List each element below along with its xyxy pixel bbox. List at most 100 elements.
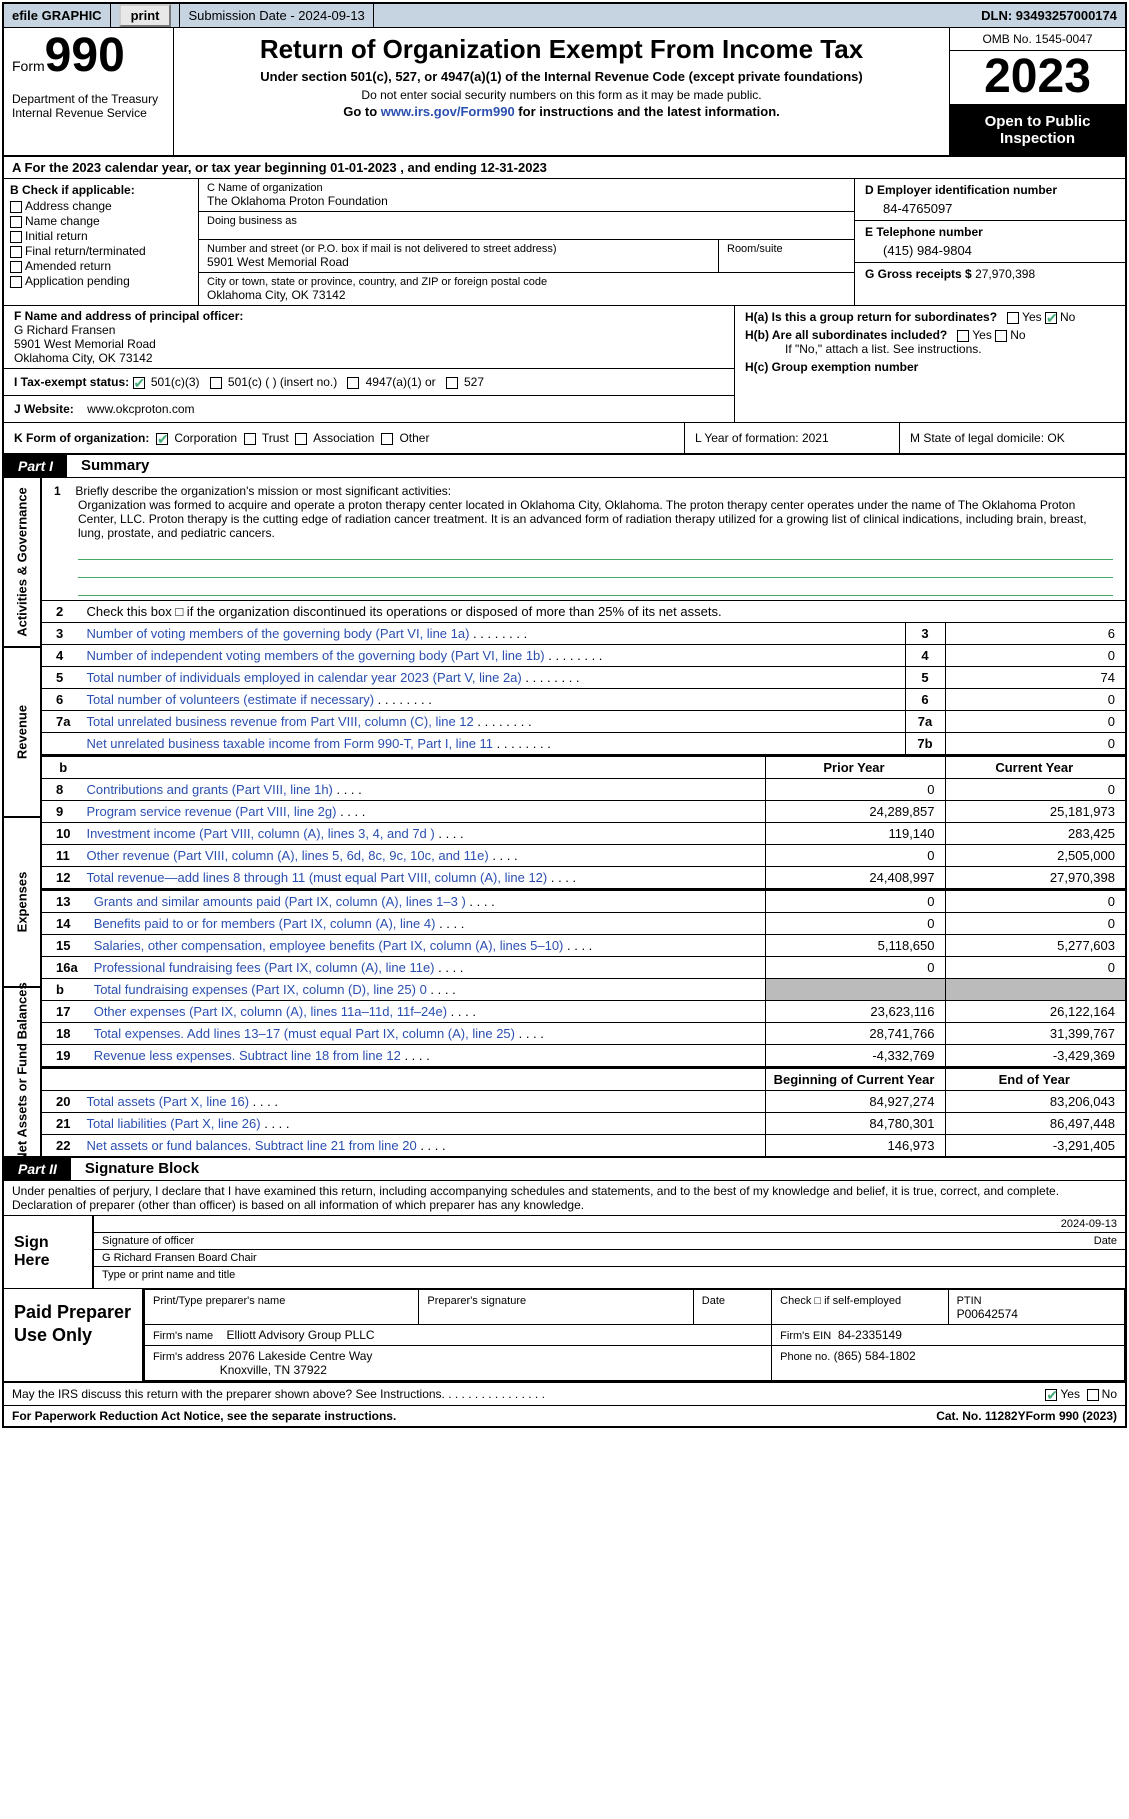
chk-initial-return[interactable] (10, 231, 22, 243)
row-klm: K Form of organization: Corporation Trus… (4, 423, 1125, 455)
table-row: 9Program service revenue (Part VIII, lin… (42, 800, 1125, 822)
chk-ha-yes[interactable] (1007, 312, 1019, 324)
website-row: J Website: www.okcproton.com (4, 395, 734, 422)
net-assets-section: Beginning of Current YearEnd of Year 20T… (42, 1068, 1125, 1156)
row-fgh: F Name and address of principal officer:… (4, 306, 1125, 423)
print-button[interactable]: print (119, 4, 172, 27)
table-row: 10Investment income (Part VIII, column (… (42, 822, 1125, 844)
chk-hb-yes[interactable] (957, 330, 969, 342)
table-row: 11Other revenue (Part VIII, column (A), … (42, 844, 1125, 866)
dln: DLN: 93493257000174 (973, 4, 1125, 27)
city-label: City or town, state or province, country… (207, 276, 846, 288)
table-row: 18Total expenses. Add lines 13–17 (must … (42, 1022, 1125, 1044)
omb-number: OMB No. 1545-0047 (950, 28, 1125, 51)
dba-label: Doing business as (207, 215, 846, 227)
tel-value: (415) 984-9804 (883, 243, 1115, 258)
org-name-label: C Name of organization (207, 182, 846, 194)
block-h: H(a) Is this a group return for subordin… (735, 306, 1125, 422)
department: Department of the Treasury Internal Reve… (12, 92, 165, 120)
goto-note: Go to www.irs.gov/Form990 for instructio… (184, 104, 939, 119)
table-row: 15Salaries, other compensation, employee… (42, 934, 1125, 956)
header-center: Return of Organization Exempt From Incom… (174, 28, 950, 155)
table-row: 19Revenue less expenses. Subtract line 1… (42, 1044, 1125, 1066)
table-row: 13Grants and similar amounts paid (Part … (42, 890, 1125, 912)
section-a: A For the 2023 calendar year, or tax yea… (4, 157, 1125, 179)
summary-section: Activities & Governance Revenue Expenses… (4, 478, 1125, 1158)
gov-table: 2Check this box □ if the organization di… (42, 600, 1125, 754)
table-row: 17Other expenses (Part IX, column (A), l… (42, 1000, 1125, 1022)
efile-label: efile GRAPHIC (4, 4, 111, 27)
firm-phone: (865) 584-1802 (834, 1349, 916, 1363)
chk-address-change[interactable] (10, 201, 22, 213)
discuss-row: May the IRS discuss this return with the… (4, 1383, 1125, 1405)
print-button-cell: print (111, 4, 181, 27)
chk-501c3[interactable] (133, 377, 145, 389)
firm-name: Elliott Advisory Group PLLC (227, 1328, 375, 1342)
table-row: 14Benefits paid to or for members (Part … (42, 912, 1125, 934)
col-d: D Employer identification number 84-4765… (855, 179, 1125, 305)
officer-addr2: Oklahoma City, OK 73142 (14, 351, 153, 365)
year-formation: L Year of formation: 2021 (685, 423, 900, 453)
cat-no: Cat. No. 11282Y (936, 1409, 1025, 1423)
gross-value: 27,970,398 (975, 267, 1035, 281)
officer-addr1: 5901 West Memorial Road (14, 337, 156, 351)
table-row: 20Total assets (Part X, line 16) . . . .… (42, 1090, 1125, 1112)
governance-section: 1 Briefly describe the organization's mi… (42, 478, 1125, 756)
table-row: 21Total liabilities (Part X, line 26) . … (42, 1112, 1125, 1134)
city-state-zip: Oklahoma City, OK 73142 (207, 288, 846, 302)
chk-hb-no[interactable] (995, 330, 1007, 342)
chk-name-change[interactable] (10, 216, 22, 228)
ein-label: D Employer identification number (865, 183, 1115, 197)
chk-final-return[interactable] (10, 246, 22, 258)
firm-addr1: 2076 Lakeside Centre Way (228, 1349, 372, 1363)
block-bcd: B Check if applicable: Address change Na… (4, 179, 1125, 306)
chk-trust[interactable] (244, 433, 256, 445)
ssn-note: Do not enter social security numbers on … (184, 88, 939, 102)
part1-header: Part I Summary (4, 455, 1125, 478)
tax-status-row: I Tax-exempt status: 501(c)(3) 501(c) ( … (4, 368, 734, 395)
tax-year: 2023 (950, 51, 1125, 105)
paperwork-row: For Paperwork Reduction Act Notice, see … (4, 1405, 1125, 1426)
table-row: 8Contributions and grants (Part VIII, li… (42, 778, 1125, 800)
declaration: Under penalties of perjury, I declare th… (4, 1181, 1125, 1216)
vertical-tabs: Activities & Governance Revenue Expenses… (4, 478, 42, 1156)
officer-signature: G Richard Fransen Board Chair (102, 1252, 257, 1264)
table-row: bTotal fundraising expenses (Part IX, co… (42, 978, 1125, 1000)
expense-section: 13Grants and similar amounts paid (Part … (42, 890, 1125, 1068)
gross-label: G Gross receipts $ (865, 267, 972, 281)
form-header: Form 990 Department of the Treasury Inte… (4, 28, 1125, 157)
state-domicile: M State of legal domicile: OK (900, 423, 1125, 453)
chk-corp[interactable] (156, 433, 168, 445)
ein-value: 84-4765097 (883, 201, 1115, 216)
table-row: 12Total revenue—add lines 8 through 11 (… (42, 866, 1125, 888)
firm-ein: 84-2335149 (838, 1328, 902, 1342)
chk-amended[interactable] (10, 261, 22, 273)
header-left: Form 990 Department of the Treasury Inte… (4, 28, 174, 155)
check-if-applicable: B Check if applicable: Address change Na… (4, 179, 199, 305)
chk-assoc[interactable] (295, 433, 307, 445)
chk-discuss-no[interactable] (1087, 1389, 1099, 1401)
part2-header: Part II Signature Block (4, 1158, 1125, 1181)
chk-discuss-yes[interactable] (1045, 1389, 1057, 1401)
chk-4947[interactable] (347, 377, 359, 389)
mission: 1 Briefly describe the organization's mi… (42, 478, 1125, 600)
form-word: Form (12, 58, 45, 74)
form-subtitle: Under section 501(c), 527, or 4947(a)(1)… (184, 69, 939, 84)
chk-app-pending[interactable] (10, 276, 22, 288)
top-bar: efile GRAPHIC print Submission Date - 20… (4, 4, 1125, 28)
chk-501c[interactable] (210, 377, 222, 389)
sign-date: 2024-09-13 (1061, 1218, 1117, 1230)
addr-label: Number and street (or P.O. box if mail i… (207, 243, 710, 255)
table-row: 16aProfessional fundraising fees (Part I… (42, 956, 1125, 978)
form-990: efile GRAPHIC print Submission Date - 20… (2, 2, 1127, 1428)
chk-ha-no[interactable] (1045, 312, 1057, 324)
org-name: The Oklahoma Proton Foundation (207, 194, 846, 208)
org-info: C Name of organization The Oklahoma Prot… (199, 179, 855, 305)
firm-addr2: Knoxville, TN 37922 (220, 1363, 327, 1377)
table-row: 22Net assets or fund balances. Subtract … (42, 1134, 1125, 1156)
ptin: P00642574 (957, 1307, 1018, 1321)
chk-other[interactable] (381, 433, 393, 445)
chk-527[interactable] (446, 377, 458, 389)
irs-link[interactable]: www.irs.gov/Form990 (381, 104, 515, 119)
street-address: 5901 West Memorial Road (207, 255, 710, 269)
